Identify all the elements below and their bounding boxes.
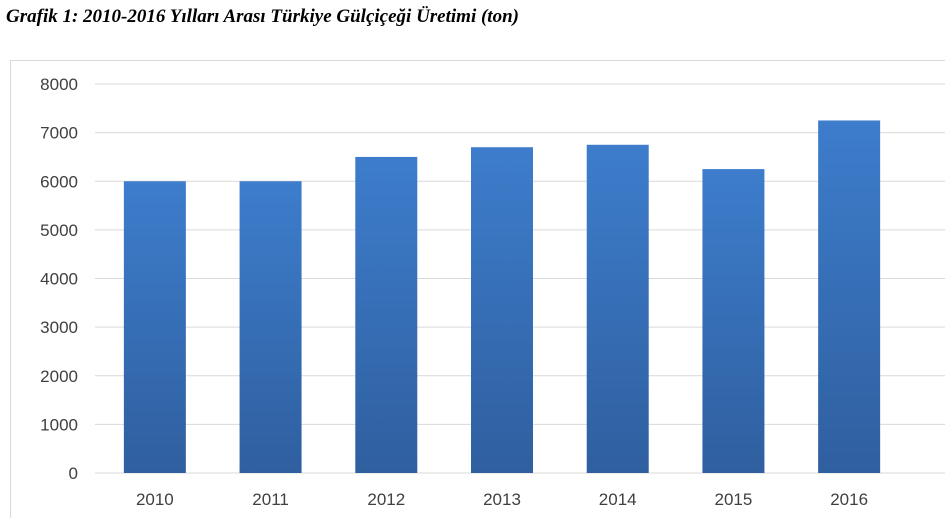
x-tick-label: 2012: [367, 490, 405, 509]
y-tick-label: 7000: [40, 124, 78, 143]
bar-2014: [586, 144, 649, 473]
x-tick-label: 2011: [252, 490, 289, 509]
bars: [123, 120, 881, 473]
y-axis-tick-labels: 0 1000 2000 3000 4000 5000 6000 7000 8000: [40, 75, 78, 483]
y-tick-label: 1000: [40, 415, 78, 434]
x-axis-tick-labels: 2010 2011 2012 2013 2014 2015 2016: [136, 490, 868, 509]
y-tick-label: 6000: [40, 172, 78, 191]
x-tick-label: 2015: [715, 490, 753, 509]
bar-2012: [355, 156, 418, 473]
bar-2010: [123, 181, 186, 473]
x-tick-label: 2013: [483, 490, 521, 509]
chart-caption: Grafik 1: 2010-2016 Yılları Arası Türkiy…: [6, 6, 519, 27]
x-tick-label: 2016: [830, 490, 868, 509]
y-tick-label: 3000: [40, 318, 78, 337]
bar-2011: [239, 181, 302, 473]
y-tick-label: 5000: [40, 221, 78, 240]
bar-2016: [818, 120, 881, 473]
x-tick-label: 2014: [599, 490, 637, 509]
y-tick-label: 2000: [40, 367, 78, 386]
bar-2013: [471, 147, 533, 473]
y-tick-label: 0: [69, 464, 78, 483]
y-tick-label: 8000: [40, 75, 78, 94]
x-tick-label: 2010: [136, 490, 174, 509]
y-tick-label: 4000: [40, 270, 78, 289]
bar-2015: [702, 169, 765, 473]
